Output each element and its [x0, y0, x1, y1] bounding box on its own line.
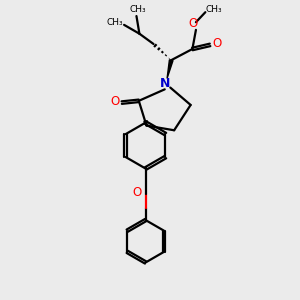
- Text: CH₃: CH₃: [130, 5, 146, 14]
- Polygon shape: [167, 60, 173, 78]
- Text: CH₃: CH₃: [205, 5, 222, 14]
- Polygon shape: [144, 121, 147, 126]
- Text: O: O: [133, 187, 142, 200]
- Text: O: O: [212, 37, 221, 50]
- Text: CH₃: CH₃: [107, 18, 124, 27]
- Text: O: O: [188, 17, 198, 31]
- Text: N: N: [160, 77, 170, 90]
- Text: O: O: [111, 95, 120, 108]
